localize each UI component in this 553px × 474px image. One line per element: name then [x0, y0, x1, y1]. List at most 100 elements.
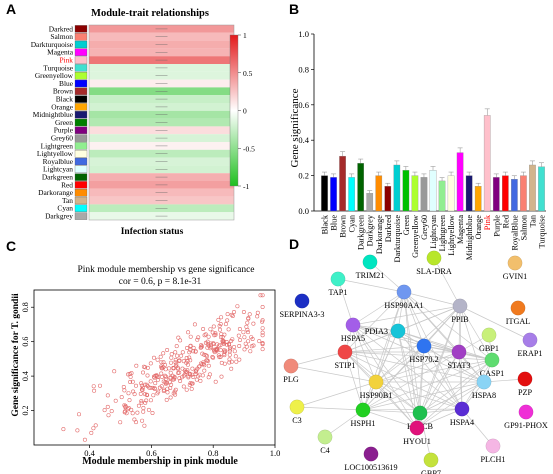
module-swatch-brown [74, 87, 88, 95]
scatter-point [229, 359, 234, 364]
scatter-point [169, 360, 174, 365]
network-edge [352, 305, 461, 326]
scatter-point [159, 360, 164, 365]
module-swatch-darkgrey [74, 212, 88, 220]
scatter-point [141, 405, 146, 410]
scatter-point [260, 326, 265, 331]
node-label-serpina3-3: SERPINA3-3 [279, 310, 324, 319]
row-label-grey60: Grey60 [51, 134, 73, 143]
network-edge [337, 278, 405, 293]
network-edge [352, 324, 377, 383]
bar-category-label-magenta: Magenta [456, 215, 465, 244]
row-label-lightgreen: Lightgreen [41, 141, 74, 150]
row-label-brown: Brown [53, 87, 73, 96]
scatter-point [113, 398, 118, 403]
scatter-point [160, 366, 165, 371]
scatter-point [219, 332, 224, 337]
scatter-subtitle: cor = 0.6, p = 8.1e-31 [119, 277, 202, 287]
module-swatch-tan [74, 196, 88, 205]
network-edge [344, 351, 418, 429]
scatter-point [195, 337, 200, 342]
scatter-point [193, 349, 198, 354]
scatter-point [91, 426, 96, 431]
scatter-point [260, 347, 265, 352]
scatter-point [75, 428, 80, 433]
node-label-plg: PLG [283, 375, 299, 384]
node-label-plch1: PLCH1 [480, 455, 505, 464]
bar-category-label-lightyellow: Lightyellow [447, 215, 456, 256]
network-edge [419, 381, 485, 414]
scatter-point [211, 355, 216, 360]
scatter-point [200, 373, 205, 378]
scatter-point [192, 322, 197, 327]
network-edge [375, 381, 463, 410]
scatter-point [225, 318, 230, 323]
node-hsp90b1 [368, 374, 384, 390]
scatter-point [226, 327, 231, 332]
network-edge [290, 365, 377, 383]
node-label-c4: C4 [320, 446, 330, 455]
module-swatch-midnightblue [74, 111, 88, 119]
node-label-gvin1: GVIN1 [503, 272, 528, 281]
node-pdia3 [390, 323, 406, 339]
module-swatch-cyan [74, 204, 88, 212]
node-hspa8 [476, 374, 492, 390]
scatter-point [225, 312, 230, 317]
bar-category-label-darkorange: Darkorange [375, 215, 384, 254]
node-stat3 [451, 344, 467, 360]
scatter-point [227, 360, 232, 365]
scatter-point [260, 304, 265, 309]
node-label-hsp90aa1: HSP90AA1 [384, 301, 423, 310]
scatter-point [218, 327, 223, 332]
bar-y-tick-label: 0.4 [298, 135, 309, 145]
node-loc100513619 [363, 446, 379, 462]
scatter-point [214, 348, 219, 353]
row-label-salmon: Salmon [50, 32, 73, 41]
scatter-point [139, 381, 144, 386]
scatter-y-tick-label: 0.2 [21, 406, 30, 416]
network-edge [352, 324, 485, 383]
node-hspa5 [345, 317, 361, 333]
scatter-point [206, 375, 211, 380]
scatter-point [232, 344, 237, 349]
scatter-point [178, 338, 183, 343]
node-label-erap1: ERAP1 [517, 349, 542, 358]
bar-category-label-darkturquoise: Darkturquoise [393, 215, 402, 263]
row-label-turquoise: Turquoise [43, 63, 73, 72]
scatter-xlabel: Module membership in pink module [82, 456, 238, 467]
scatter-point [219, 315, 224, 320]
row-label-darkturquoise: Darkturquoise [31, 40, 74, 49]
scatter-point [123, 404, 128, 409]
network-edge [397, 330, 493, 361]
scatter-point [219, 374, 224, 379]
scatter-point [185, 345, 190, 350]
module-swatch-lightcyan [74, 165, 88, 173]
scatter-point [242, 335, 247, 340]
scatter-point [142, 423, 147, 428]
scatter-point [227, 352, 232, 357]
scatter-point [205, 354, 210, 359]
scatter-y-tick-label: 0.4 [21, 371, 30, 381]
network-edge [362, 381, 485, 411]
node-label-itgal: ITGAL [506, 317, 531, 326]
scatter-point [211, 324, 216, 329]
scatter-point [140, 387, 145, 392]
network-edge [419, 412, 432, 461]
node-label-hspa5: HSPA5 [341, 334, 365, 343]
module-swatch-royalblue [74, 157, 88, 166]
network-edge [416, 381, 485, 429]
heatmap-title: Module-trait relationships [91, 8, 209, 19]
node-label-loc100513619: LOC100513619 [344, 463, 397, 472]
scatter-point [146, 407, 151, 412]
scatter-point [208, 341, 213, 346]
scatter-point [260, 342, 265, 347]
network-edge [458, 351, 463, 410]
network-edge [362, 345, 425, 411]
network-edge [344, 330, 399, 353]
network-edge [375, 291, 405, 383]
scatter-point [171, 365, 176, 370]
scatter-point [198, 378, 203, 383]
node-label-hsph1: HSPH1 [350, 419, 375, 428]
scatter-point [202, 368, 207, 373]
scatter-point [190, 372, 195, 377]
